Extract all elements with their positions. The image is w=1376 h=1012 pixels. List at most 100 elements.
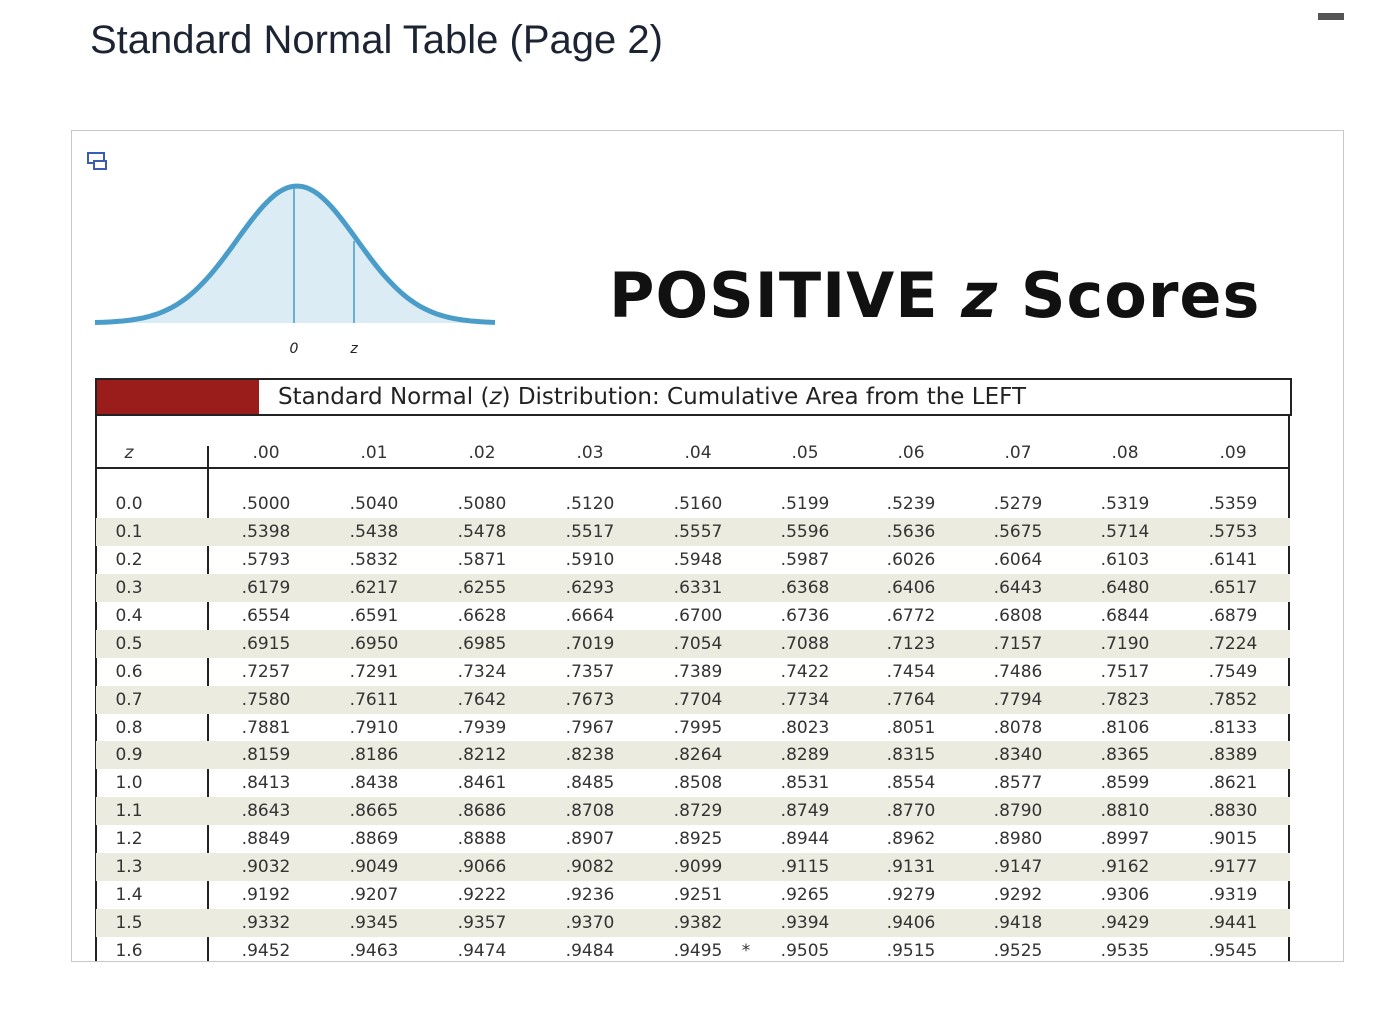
probability: .7580 xyxy=(241,689,291,710)
probability: .7486 xyxy=(993,661,1043,682)
z-header: z xyxy=(124,443,134,463)
probability: .6950 xyxy=(349,633,399,654)
probability: .7517 xyxy=(1100,661,1150,682)
probability: .8051 xyxy=(886,717,936,738)
probability: .9192 xyxy=(241,885,291,906)
probability: .9131 xyxy=(886,857,936,878)
probability: .9236 xyxy=(565,885,615,906)
minimize-icon[interactable] xyxy=(1318,13,1344,20)
probability: .9066 xyxy=(457,857,507,878)
probability: .8186 xyxy=(349,745,399,766)
note-mark: * xyxy=(741,941,751,962)
caption-text: Standard Normal ( xyxy=(278,384,490,410)
probability: .7995 xyxy=(673,717,723,738)
probability: .8830 xyxy=(1208,801,1258,822)
probability: .5948 xyxy=(673,549,723,570)
probability: .5753 xyxy=(1208,521,1258,542)
column-header: .07 xyxy=(1004,443,1032,463)
probability: .8078 xyxy=(993,717,1043,738)
probability: .8264 xyxy=(673,745,723,766)
probability: .6517 xyxy=(1208,577,1258,598)
expand-icon[interactable] xyxy=(86,151,114,173)
probability: .7224 xyxy=(1208,633,1258,654)
probability: .6368 xyxy=(780,577,830,598)
probability: .8643 xyxy=(241,801,291,822)
probability: .8770 xyxy=(886,801,936,822)
probability: .9441 xyxy=(1208,913,1258,934)
probability: .6915 xyxy=(241,633,291,654)
heading: POSITIVE z Scores xyxy=(609,259,1260,332)
probability: .5793 xyxy=(241,549,291,570)
column-header: .09 xyxy=(1219,443,1247,463)
probability: .6480 xyxy=(1100,577,1150,598)
probability: .5636 xyxy=(886,521,936,542)
table-row xyxy=(96,797,1290,826)
probability: .8554 xyxy=(886,773,936,794)
probability: .8508 xyxy=(673,773,723,794)
probability: .9306 xyxy=(1100,885,1150,906)
probability: .7881 xyxy=(241,717,291,738)
probability: .8849 xyxy=(241,829,291,850)
caption-z: z xyxy=(489,384,502,410)
probability: .7389 xyxy=(673,661,723,682)
probability: .8925 xyxy=(673,829,723,850)
probability: .8907 xyxy=(565,829,615,850)
probability: .9418 xyxy=(993,913,1043,934)
probability: .9525 xyxy=(993,941,1043,962)
probability: .9484 xyxy=(565,941,615,962)
column-header: .01 xyxy=(360,443,388,463)
probability: .8665 xyxy=(349,801,399,822)
probability: .5871 xyxy=(457,549,507,570)
probability: .8238 xyxy=(565,745,615,766)
probability: .8869 xyxy=(349,829,399,850)
column-header: .04 xyxy=(684,443,712,463)
table-row xyxy=(96,629,1290,658)
probability: .7852 xyxy=(1208,689,1258,710)
z-value: 1.1 xyxy=(115,801,143,822)
probability: .8708 xyxy=(565,801,615,822)
probability: .8997 xyxy=(1100,829,1150,850)
probability: .9115 xyxy=(780,857,830,878)
probability: .9015 xyxy=(1208,829,1258,850)
table-panel: 0 z POSITIVE z Scores Standard Normal (z… xyxy=(71,130,1344,962)
probability: .7422 xyxy=(780,661,830,682)
probability: .9177 xyxy=(1208,857,1258,878)
probability: .6331 xyxy=(673,577,723,598)
probability: .9279 xyxy=(886,885,936,906)
column-header: .03 xyxy=(576,443,604,463)
caption-text: ) Distribution: Cumulative Area from the… xyxy=(501,384,1026,410)
table-row xyxy=(96,573,1290,602)
probability: .9474 xyxy=(457,941,507,962)
probability: .8485 xyxy=(565,773,615,794)
probability: .7910 xyxy=(349,717,399,738)
probability: .5557 xyxy=(673,521,723,542)
probability: .7734 xyxy=(780,689,830,710)
probability: .6141 xyxy=(1208,549,1258,570)
probability: .5239 xyxy=(886,494,936,514)
probability: .9265 xyxy=(780,885,830,906)
curve-label: z xyxy=(349,341,358,357)
probability: .7054 xyxy=(673,633,723,654)
probability: .6736 xyxy=(780,605,830,626)
probability: .5000 xyxy=(241,494,291,514)
table-row xyxy=(96,685,1290,714)
probability: .5714 xyxy=(1100,521,1150,542)
table-row xyxy=(96,909,1290,938)
probability: .6844 xyxy=(1100,605,1150,626)
caption-accent xyxy=(97,380,259,414)
probability: .5160 xyxy=(673,494,723,514)
probability: .9535 xyxy=(1100,941,1150,962)
heading-text: Scores xyxy=(1020,259,1261,332)
normal-curve: 0 z xyxy=(94,183,496,357)
z-value: 0.5 xyxy=(115,633,143,654)
probability: .7157 xyxy=(993,633,1043,654)
probability: .7673 xyxy=(565,689,615,710)
probability: .8749 xyxy=(780,801,830,822)
column-header: .05 xyxy=(791,443,819,463)
probability: .7642 xyxy=(457,689,507,710)
probability: .9222 xyxy=(457,885,507,906)
probability: .5596 xyxy=(780,521,830,542)
probability: .7939 xyxy=(457,717,507,738)
probability: .9382 xyxy=(673,913,723,934)
probability: .5319 xyxy=(1100,494,1150,514)
